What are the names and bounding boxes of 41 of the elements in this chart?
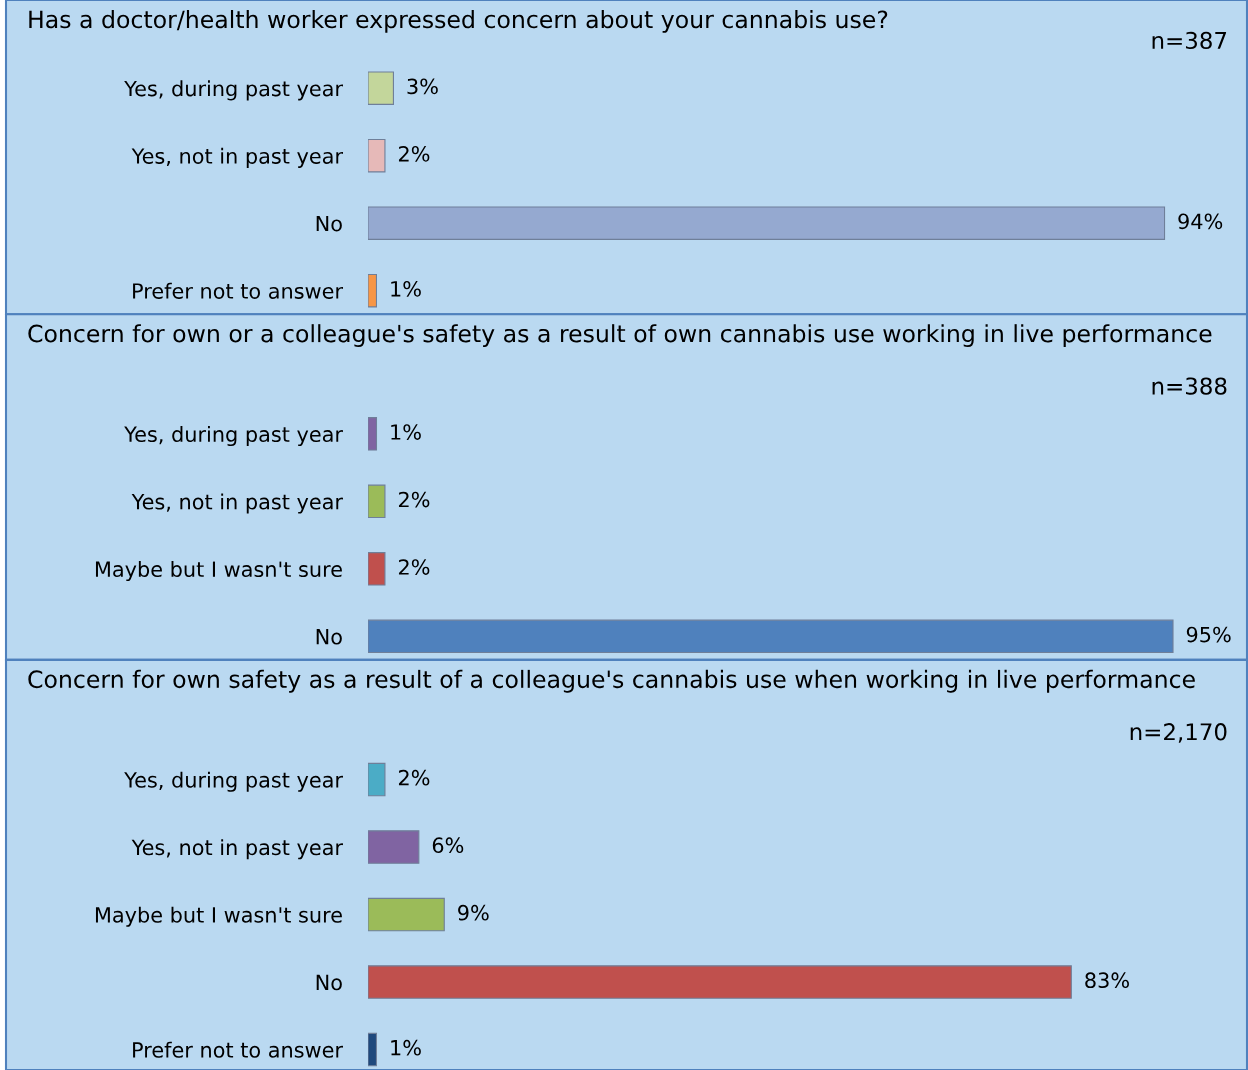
y-tick-label: No [316, 974, 342, 991]
y-tick-label: No [316, 629, 342, 645]
bar [368, 965, 1072, 999]
bar [368, 138, 386, 173]
data-label: 3% [407, 78, 438, 95]
data-label: 2% [398, 145, 430, 162]
y-tick-label: Yes, not in past year [131, 839, 344, 860]
y-tick-label: Yes, not in past year [131, 493, 344, 514]
chart-title: Has a doctor/health worker expressed concern about your cannabis use? [29, 10, 888, 33]
chart-title: Concern for own safety as a result of a colleague's cannabis use when working in live performance [28, 669, 1195, 693]
text: n=388 [1152, 377, 1227, 395]
data-label: 9% [458, 904, 489, 921]
data-label: 6% [432, 837, 464, 854]
data-label: 1% [391, 280, 421, 297]
data-label: 94% [1178, 213, 1223, 230]
data-label: 2% [398, 491, 430, 508]
bar [368, 897, 445, 932]
y-tick-label: Prefer not to answer [133, 1041, 344, 1058]
y-tick-label: Yes, during past year [124, 425, 343, 447]
y-tick-label: No [316, 215, 342, 232]
bar [368, 273, 378, 308]
bar [368, 762, 386, 797]
data-label: 1% [391, 1039, 421, 1056]
bar [368, 1032, 378, 1067]
bar [368, 206, 1166, 240]
data-label: 95% [1186, 626, 1231, 643]
data-label: 83% [1085, 972, 1129, 989]
y-tick-label: Maybe but I wasn't sure [95, 560, 342, 582]
data-label: 2% [398, 559, 430, 575]
data-label: 1% [391, 424, 421, 440]
y-tick-label: Yes, during past year [124, 80, 343, 101]
y-tick-label: Yes, not in past year [131, 147, 344, 168]
data-label: 2% [398, 769, 430, 786]
y-tick-label: Maybe but I wasn't sure [95, 906, 342, 927]
text: n=387 [1152, 31, 1227, 50]
bar [368, 71, 394, 105]
bar [368, 830, 420, 864]
text: n=2,170 [1130, 723, 1227, 743]
chart-title: Concern for own or a colleague's safety as a result of own cannabis use working in live performance [28, 324, 1212, 348]
y-tick-label: Prefer not to answer [133, 282, 344, 299]
y-tick-label: Yes, during past year [124, 771, 343, 792]
